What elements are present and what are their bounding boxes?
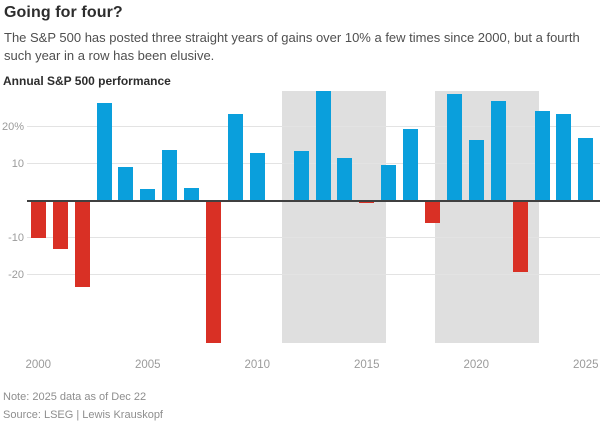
bar-2020 — [468, 140, 484, 201]
zero-baseline — [27, 199, 600, 202]
bar-2003 — [96, 102, 112, 201]
bar-2021 — [490, 100, 506, 201]
bar-2007 — [184, 187, 200, 201]
x-axis-label-2005: 2005 — [135, 359, 161, 371]
highlight-band-2012-2015 — [282, 91, 386, 343]
bar-2002 — [74, 200, 90, 288]
footnote: Note: 2025 data as of Dec 22 — [3, 391, 147, 403]
x-axis-label-2015: 2015 — [354, 359, 380, 371]
gridline-10 — [27, 163, 600, 165]
gridline-20% — [27, 126, 600, 128]
bar-2018 — [425, 200, 440, 224]
bar-2008 — [206, 200, 221, 343]
bar-2005 — [140, 189, 156, 201]
bar-2001 — [52, 200, 68, 249]
bar-2015 — [359, 200, 375, 204]
bar-2024 — [556, 114, 572, 201]
bar-2017 — [403, 128, 419, 201]
x-axis-label-2000: 2000 — [25, 359, 52, 371]
x-axis-label-2025: 2025 — [573, 359, 599, 371]
source-line: Source: LSEG | Lewis Krauskopf — [3, 409, 163, 421]
x-axis-label-2010: 2010 — [244, 359, 271, 371]
y-axis-label: -20 — [8, 268, 24, 281]
bar-2014 — [337, 158, 353, 201]
bar-2022 — [512, 200, 528, 273]
bar-2009 — [227, 113, 243, 201]
bar-2019 — [446, 93, 462, 201]
x-axis-label-2020: 2020 — [463, 359, 490, 371]
bar-2016 — [381, 165, 397, 201]
y-axis-label: 20% — [1, 120, 24, 133]
y-axis-label: -10 — [8, 231, 24, 244]
chart-subtitle: The S&P 500 has posted three straight ye… — [4, 30, 580, 63]
bar-chart-plot-area: 20% 10 -10 -20 — [0, 91, 600, 343]
bar-2000 — [30, 200, 46, 238]
gridline--10 — [27, 237, 600, 239]
y-axis-label: 10 — [11, 157, 24, 170]
gridline--20 — [27, 274, 600, 276]
bar-2012 — [293, 150, 309, 201]
panel-label: Annual S&P 500 performance — [3, 74, 171, 88]
bar-2004 — [118, 167, 134, 201]
bar-2025 — [578, 137, 594, 201]
bar-2023 — [534, 110, 550, 201]
bar-2013 — [315, 91, 331, 201]
bar-2010 — [249, 153, 265, 201]
chart-title: Going for four? — [4, 4, 123, 21]
bar-2006 — [162, 150, 178, 201]
